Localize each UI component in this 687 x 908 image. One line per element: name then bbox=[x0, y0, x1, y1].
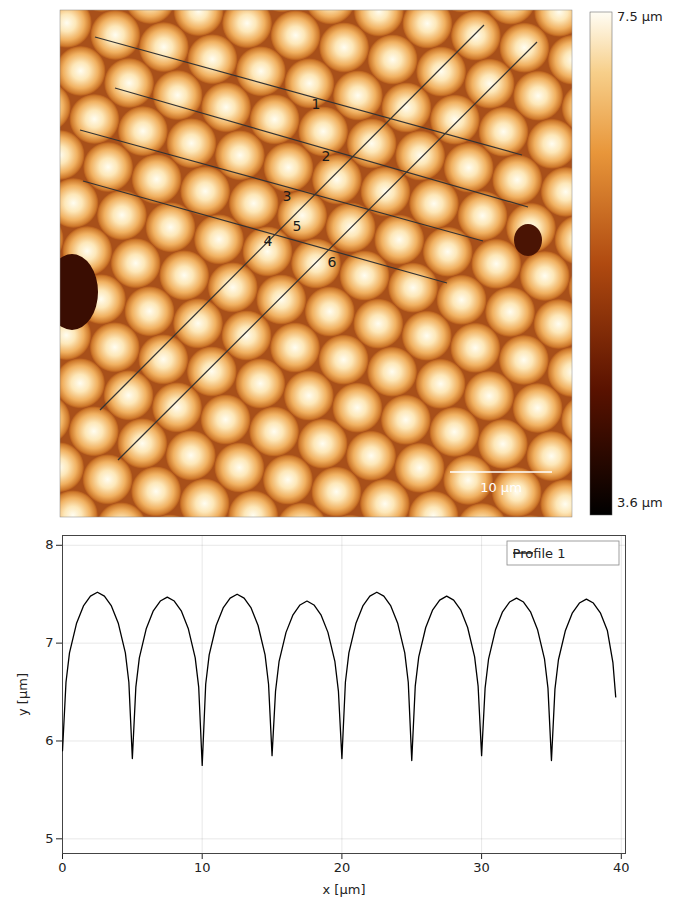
svg-text:3.6 µm: 3.6 µm bbox=[617, 495, 663, 510]
svg-text:40: 40 bbox=[613, 860, 630, 875]
svg-text:0: 0 bbox=[58, 860, 66, 875]
svg-text:4: 4 bbox=[264, 233, 273, 249]
svg-text:7.5 µm: 7.5 µm bbox=[617, 9, 663, 24]
svg-text:2: 2 bbox=[322, 148, 331, 164]
svg-text:6: 6 bbox=[45, 733, 53, 748]
svg-text:10 µm: 10 µm bbox=[480, 480, 522, 495]
svg-text:20: 20 bbox=[334, 860, 351, 875]
svg-text:3: 3 bbox=[283, 188, 292, 204]
svg-text:y [µm]: y [µm] bbox=[15, 673, 30, 716]
svg-text:8: 8 bbox=[45, 537, 53, 552]
svg-text:1: 1 bbox=[312, 96, 321, 112]
svg-text:10: 10 bbox=[194, 860, 211, 875]
svg-text:5: 5 bbox=[45, 831, 53, 846]
svg-text:6: 6 bbox=[328, 254, 337, 270]
svg-text:7: 7 bbox=[45, 635, 53, 650]
svg-text:Profile 1: Profile 1 bbox=[513, 546, 566, 561]
svg-text:5: 5 bbox=[293, 218, 302, 234]
svg-text:x [µm]: x [µm] bbox=[323, 882, 366, 897]
svg-text:30: 30 bbox=[473, 860, 490, 875]
